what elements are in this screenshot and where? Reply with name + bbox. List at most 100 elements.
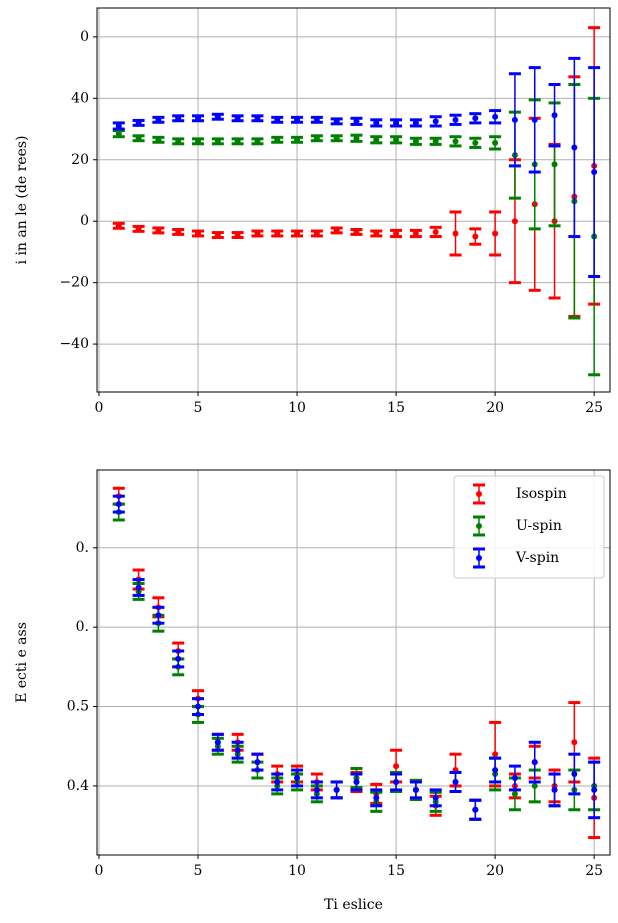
data-point [551,112,558,119]
error-bar [132,134,145,143]
data-point [214,113,221,120]
legend-box [453,475,605,579]
data-point [313,786,320,793]
error-bar [330,226,343,235]
data-point [175,655,182,662]
error-bar [469,112,482,125]
error-bar [152,605,165,625]
data-point [274,778,281,785]
error-bar [152,226,165,235]
x-tick-label: 0 [95,400,104,416]
error-bar [449,210,462,257]
error-bar [489,109,502,125]
error-bar [192,137,205,146]
error-bar [251,114,264,123]
error-bar [429,136,442,146]
x-tick-label: 25 [585,863,603,879]
error-bar [330,117,343,126]
error-bar [508,72,521,168]
error-bar [350,772,363,792]
data-point [452,778,459,785]
data-point [472,115,479,122]
error-bar [588,66,601,278]
error-bar [291,768,304,788]
data-point [115,501,122,508]
data-point [195,115,202,122]
data-point [571,739,578,746]
data-point [214,232,221,239]
x-tick-label: 25 [585,400,603,416]
data-point [254,115,261,122]
data-point [551,161,558,168]
error-bar [211,112,224,121]
error-bar [528,740,541,784]
data-point [412,119,419,126]
plot-frame [96,7,611,393]
data-point [472,806,479,813]
data-point [115,122,122,129]
y-axis-label: E ecti e ass [14,622,30,703]
data-point [432,228,439,235]
error-bar [409,136,422,146]
error-bar [548,82,561,148]
error-bar [370,135,383,145]
data-point [373,136,380,143]
error-bar [310,229,323,238]
error-bar [132,224,145,233]
data-point [135,119,142,126]
data-point [155,612,162,619]
data-point [353,118,360,125]
data-point [274,136,281,143]
x-tick-label: 10 [288,863,306,879]
error-bar [330,134,343,143]
error-bar [310,115,323,124]
error-bar [370,118,383,128]
data-point [492,139,499,146]
error-bar [469,136,482,149]
error-bar [350,133,363,143]
error-bar [291,229,304,238]
data-point [313,116,320,123]
data-point [234,115,241,122]
data-point [333,135,340,142]
plot-frame [96,469,611,856]
error-bar [469,798,482,821]
data-point [531,782,538,789]
y-tick-label: 20 [71,152,89,168]
error-bar [390,135,403,145]
error-bar [528,66,541,174]
data-point [214,739,221,746]
y-tick-label: 0.5 [67,699,89,715]
error-bar [271,229,284,238]
data-point [531,116,538,123]
error-bar [409,780,422,800]
error-bar [449,135,462,148]
data-point [254,138,261,145]
data-point [452,116,459,123]
legend-marker [476,555,482,561]
error-bar [568,752,581,796]
error-bar [211,732,224,752]
data-point [412,230,419,237]
data-point [254,759,261,766]
data-point [274,116,281,123]
error-bar [548,772,561,808]
data-point [195,703,202,710]
x-tick-label: 0 [95,863,104,879]
y-tick-label: 40 [71,90,89,106]
error-bar [449,770,462,793]
data-point [135,584,142,591]
data-point [195,230,202,237]
y-tick-label: −40 [59,336,89,352]
data-point [551,786,558,793]
x-tick-label: 20 [486,863,504,879]
error-bar [508,764,521,792]
error-bar [350,227,363,236]
data-point [373,119,380,126]
error-bar [231,231,244,239]
error-bar [310,780,323,800]
error-bar [172,114,185,123]
error-bar [172,137,185,146]
data-point [155,227,162,234]
data-point [373,794,380,801]
